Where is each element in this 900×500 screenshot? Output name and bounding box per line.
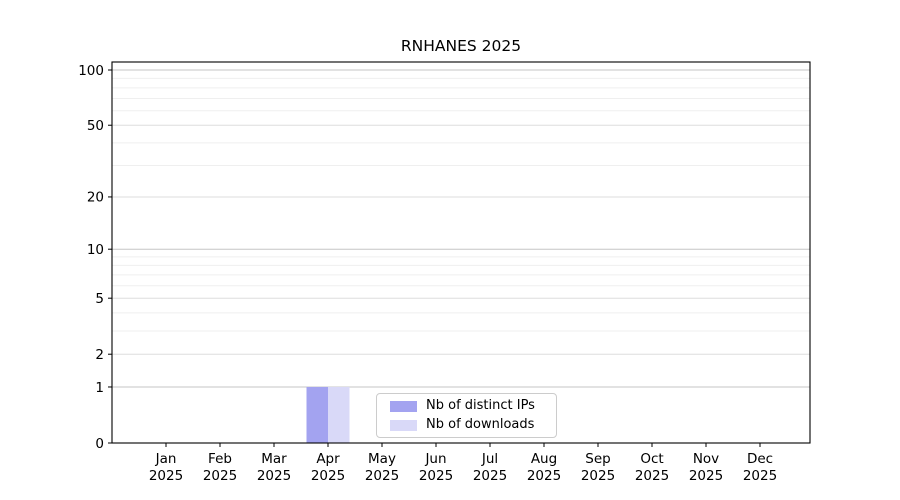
x-tick-label-3: Mar 2025 bbox=[257, 451, 291, 484]
y-tick-label-100: 100 bbox=[78, 63, 104, 79]
x-tick-label-11: Nov 2025 bbox=[689, 451, 723, 484]
x-tick-label-1: Jan 2025 bbox=[149, 451, 183, 484]
x-tick-label-4: Apr 2025 bbox=[311, 451, 345, 484]
legend-item-downloads: Nb of downloads bbox=[390, 418, 548, 432]
legend-label-downloads: Nb of downloads bbox=[426, 417, 535, 432]
y-tick-label-10: 10 bbox=[87, 242, 104, 258]
bar-nb-of-downloads-apr-2025 bbox=[328, 386, 350, 443]
x-tick-label-9: Sep 2025 bbox=[581, 451, 615, 484]
plot-border bbox=[111, 61, 811, 444]
x-tick-label-7: Jul 2025 bbox=[473, 451, 507, 484]
legend-swatch-downloads bbox=[390, 419, 417, 431]
x-tick-label-12: Dec 2025 bbox=[743, 451, 777, 484]
x-tick-label-10: Oct 2025 bbox=[635, 451, 669, 484]
x-tick-label-6: Jun 2025 bbox=[419, 451, 453, 484]
x-tick-label-2: Feb 2025 bbox=[203, 451, 237, 484]
chart-title: RNHANES 2025 bbox=[401, 37, 521, 55]
y-tick-label-1: 1 bbox=[95, 380, 104, 396]
y-tick-label-50: 50 bbox=[87, 118, 104, 134]
x-tick-label-5: May 2025 bbox=[365, 451, 399, 484]
y-tick-label-20: 20 bbox=[87, 190, 104, 206]
y-tick-label-0: 0 bbox=[95, 436, 104, 452]
legend-swatch-distinct-ips bbox=[390, 400, 417, 412]
bar-nb-of-distinct-ips-apr-2025 bbox=[306, 386, 328, 443]
y-tick-label-2: 2 bbox=[95, 347, 104, 363]
x-tick-label-8: Aug 2025 bbox=[527, 451, 561, 484]
legend: Nb of distinct IPs Nb of downloads bbox=[376, 393, 557, 438]
legend-label-distinct-ips: Nb of distinct IPs bbox=[426, 398, 535, 413]
y-tick-label-5: 5 bbox=[95, 291, 104, 307]
legend-item-distinct-ips: Nb of distinct IPs bbox=[390, 399, 548, 413]
